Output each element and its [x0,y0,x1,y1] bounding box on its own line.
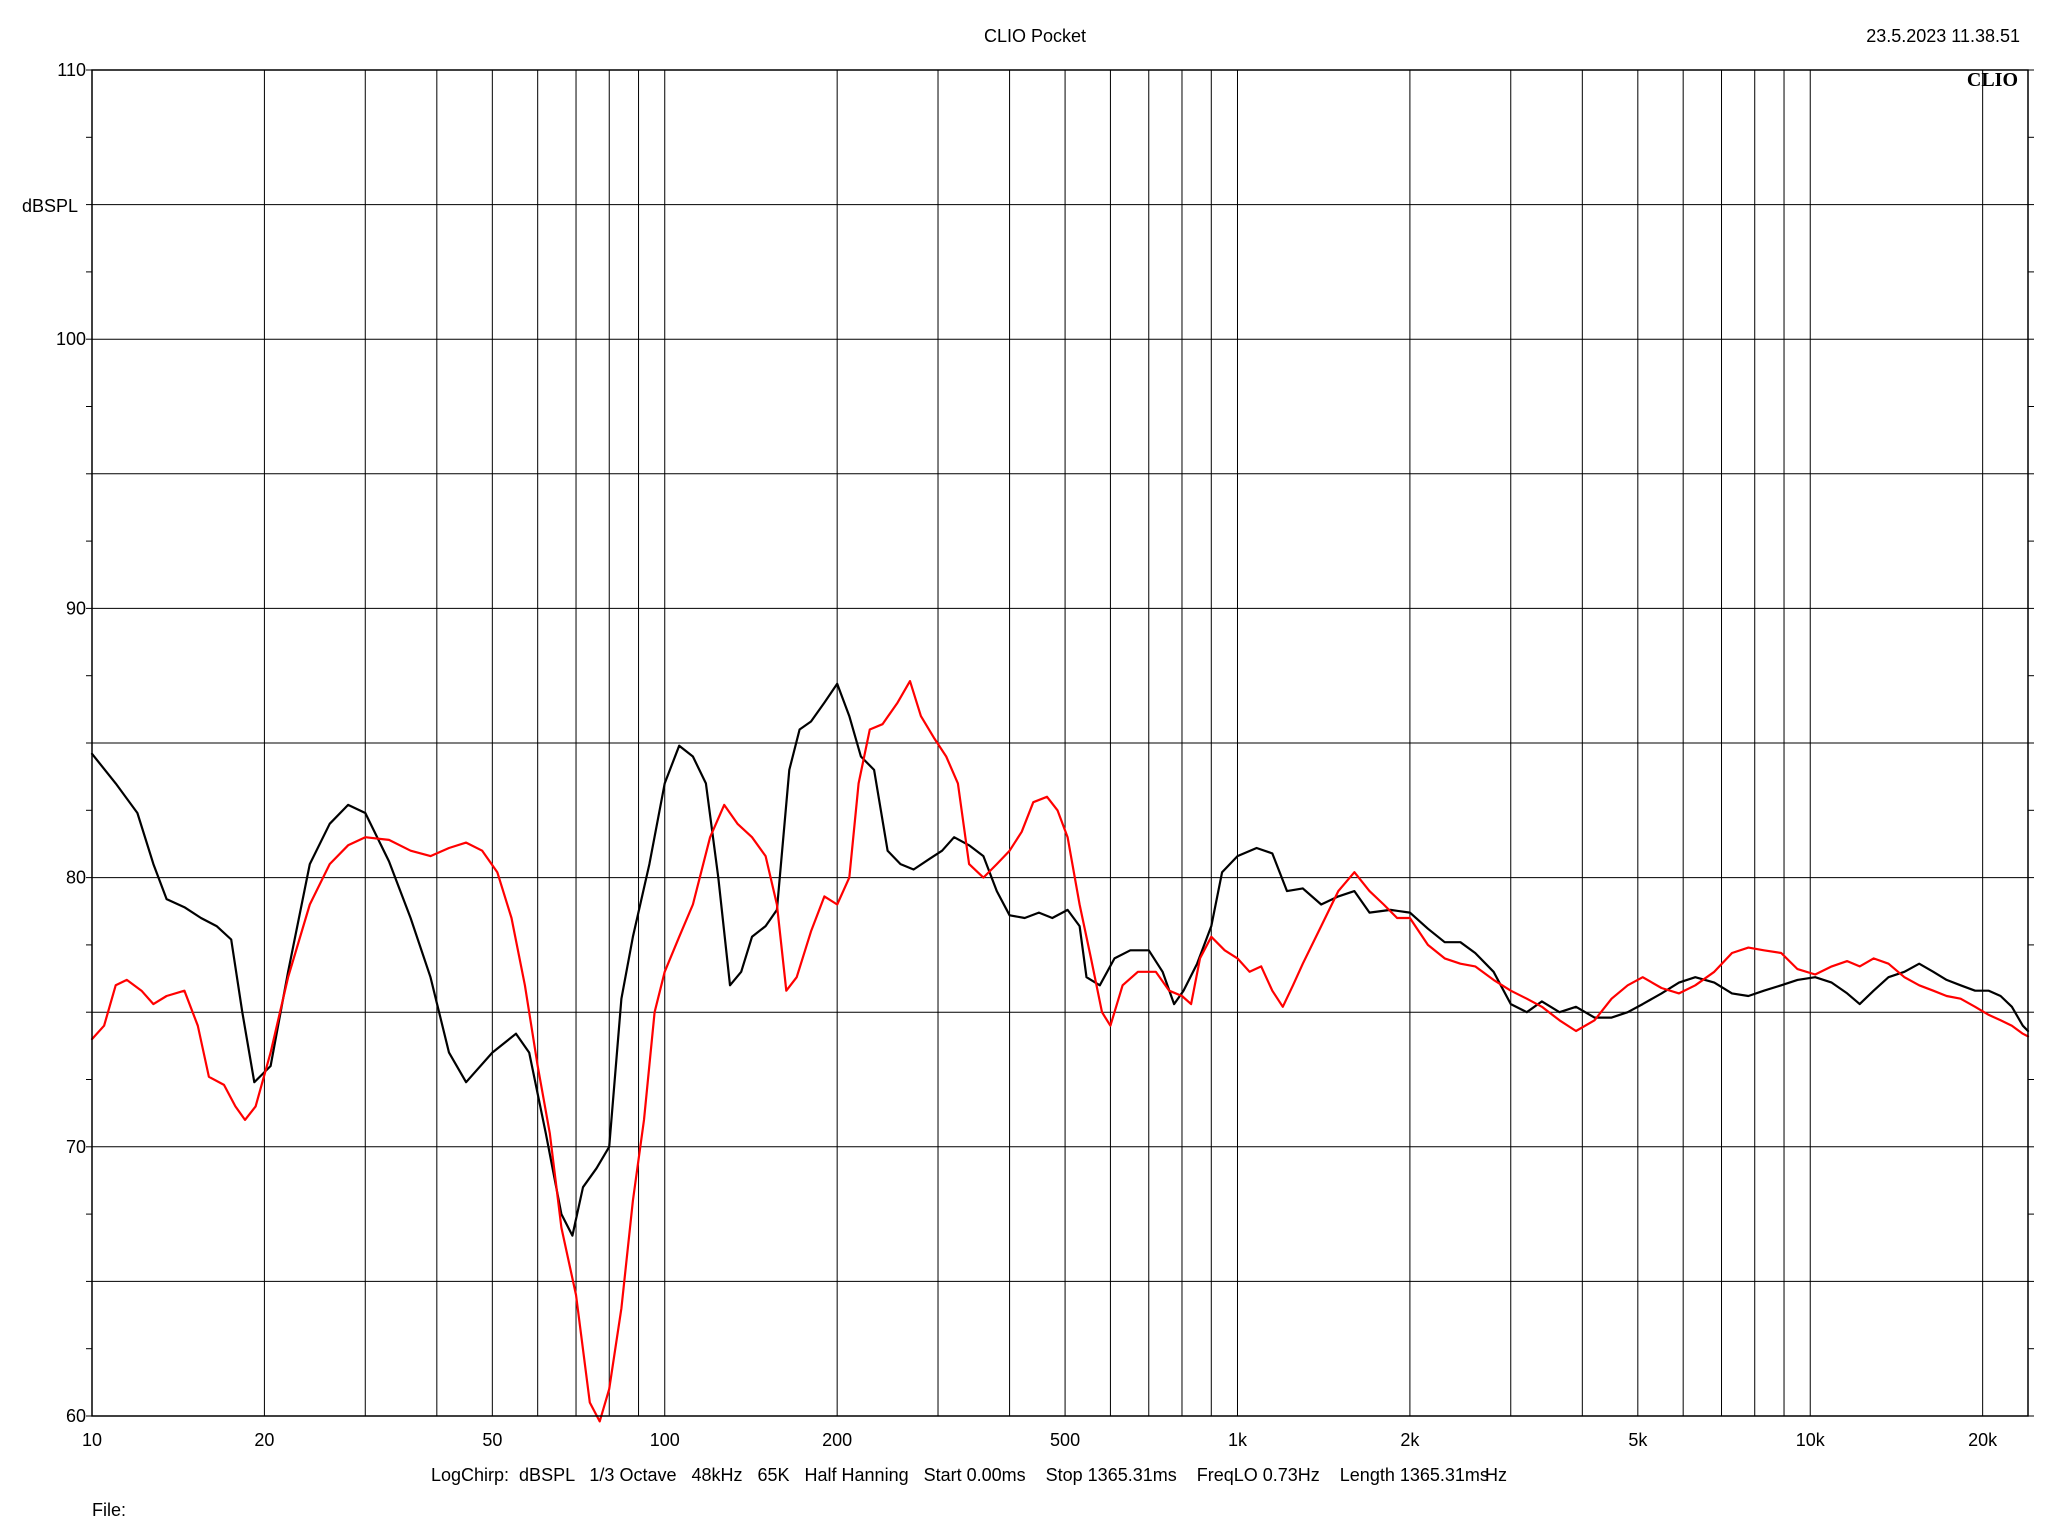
x-tick-label: 10 [82,1430,102,1450]
timestamp: 23.5.2023 11.38.51 [1866,26,2020,46]
x-tick-label: 100 [650,1430,680,1450]
series-line-black [90,682,2030,1237]
series-line-red [90,680,2030,1423]
x-tick-labels: 10 20 50 100 200 500 1k 2k 5k 10k 20k [82,1430,1998,1450]
y-axis-label: dBSPL [22,196,78,216]
clio-logo: CLIO [1967,69,2018,91]
x-axis-unit: Hz [1485,1465,1507,1485]
x-tick-label: 200 [822,1430,852,1450]
measurement-info: LogChirp: dBSPL 1/3 Octave 48kHz 65K Hal… [431,1465,1489,1485]
y-tick-label: 90 [66,598,86,618]
y-tick-label: 70 [66,1137,86,1157]
y-tick-label: 80 [66,868,86,888]
plot-frame [91,69,2029,1417]
file-label: File: [92,1500,126,1520]
y-tick-label: 60 [66,1406,86,1426]
x-tick-label: 5k [1628,1430,1648,1450]
x-tick-label: 20k [1968,1430,1998,1450]
x-tick-label: 10k [1796,1430,1826,1450]
y-tick-label: 100 [56,329,86,349]
grid-lines [86,69,2034,1417]
x-tick-label: 500 [1050,1430,1080,1450]
x-tick-label: 20 [254,1430,274,1450]
y-tick-label: 110 [57,60,86,80]
series-layer [90,680,2030,1423]
x-tick-label: 2k [1400,1430,1420,1450]
y-tick-labels: 110 100 90 80 70 60 [56,60,86,1426]
chart-title: CLIO Pocket [984,26,1086,46]
x-tick-label: 50 [482,1430,502,1450]
x-tick-label: 1k [1228,1430,1248,1450]
